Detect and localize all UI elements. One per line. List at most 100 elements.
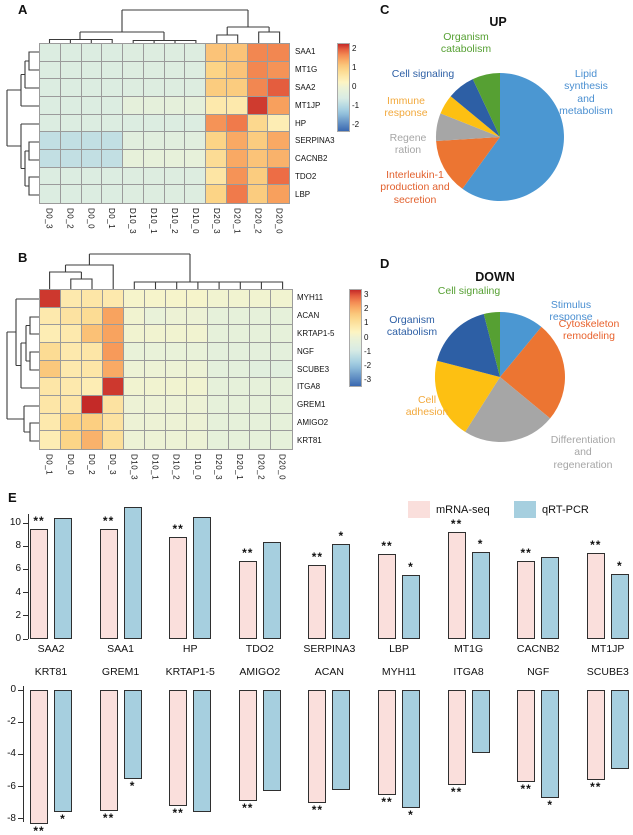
bar-qrt-pcr-cacnb2 (541, 556, 560, 639)
significance-marker: ** (450, 784, 463, 799)
pie-slice-label: Lipid synthesis and metabolism (559, 68, 613, 118)
significance-marker: ** (590, 538, 602, 553)
heatmap-cell (267, 184, 290, 204)
heatmap-cell (184, 43, 207, 63)
heatmap-cell (205, 184, 228, 204)
heatmap-cell (267, 113, 290, 134)
heatmap-row-label: MYH11 (297, 292, 324, 302)
bar-mrna-seq-saa2 (30, 528, 48, 639)
y-axis-tick (18, 818, 23, 820)
heatmap-cell (205, 131, 228, 151)
significance-marker: ** (450, 517, 463, 532)
heatmap-cell (249, 359, 272, 380)
bar-group-label: NGF (527, 666, 550, 678)
pie-slice-label: Regene ration (389, 132, 427, 157)
bar-group-label: HP (182, 643, 198, 655)
heatmap-cell (39, 359, 62, 380)
pie-slice-label: Cell adhesion (405, 394, 449, 419)
heatmap-cell (102, 377, 125, 397)
heatmap-cell (163, 60, 187, 81)
bar-mrna-seq-ngf (517, 690, 536, 782)
heatmap-cell (165, 359, 188, 380)
y-axis-tick (23, 615, 28, 617)
heatmap-row-label: GREM1 (297, 400, 326, 410)
y-axis-tick-label: 6 (15, 563, 21, 575)
colorbar-tick-label: 3 (364, 290, 369, 300)
bar-mrna-seq-amigo2 (238, 690, 257, 802)
significance-marker: ** (102, 513, 115, 528)
y-axis-tick-label: -6 (7, 780, 16, 792)
y-axis-tick (18, 753, 23, 755)
heatmap-col-label: D10_2 (171, 454, 181, 481)
heatmap-cell (102, 306, 125, 327)
heatmap-cell (207, 289, 230, 309)
heatmap-cell (225, 131, 249, 151)
dendrogram-b-rows (6, 298, 39, 442)
heatmap-cell (270, 306, 293, 327)
heatmap-cell (228, 324, 251, 344)
bar-mrna-seq-itga8 (447, 690, 466, 785)
heatmap-cell (80, 131, 104, 151)
heatmap-cell (144, 306, 167, 327)
heatmap-cell (246, 131, 270, 151)
heatmap-cell (165, 342, 188, 362)
heatmap-cell (39, 166, 62, 187)
heatmap-cell (144, 430, 167, 450)
colorbar-tick-label: -2 (352, 119, 360, 129)
heatmap-cell (207, 412, 230, 433)
dendrogram-b-columns (49, 253, 284, 289)
colorbar-tick-label: -1 (364, 346, 372, 356)
heatmap-cell (270, 430, 293, 450)
significance-marker: ** (381, 794, 393, 809)
bar-group-label: ACAN (314, 666, 344, 678)
panel-c-label: C (380, 2, 390, 17)
bar-qrt-pcr-krtap1-5 (193, 690, 212, 813)
heatmap-cell (39, 184, 62, 204)
heatmap-cell (270, 289, 293, 309)
heatmap-cell (39, 113, 62, 134)
bar-qrt-pcr-hp (193, 517, 212, 639)
heatmap-row-label: SCUBE3 (297, 364, 330, 374)
bar-mrna-seq-hp (169, 536, 188, 639)
heatmap-col-label: D20_3 (213, 454, 223, 481)
heatmap-cell (246, 96, 270, 116)
pie-slice-label: Interleukin-1 production and secretion (380, 169, 450, 206)
heatmap-cell (267, 131, 290, 151)
heatmap-cell (102, 289, 125, 309)
heatmap-col-label: D0_0 (86, 208, 96, 230)
heatmap-cell (122, 166, 145, 187)
heatmap-cell (207, 377, 230, 397)
bar-group-label: MT1JP (591, 643, 625, 655)
heatmap-cell (186, 430, 209, 450)
y-axis-tick (18, 689, 23, 691)
y-axis-tick-label: 0 (10, 684, 16, 695)
significance-marker: ** (242, 801, 254, 816)
heatmap-col-label: D10_1 (150, 454, 160, 481)
heatmap-col-label: D20_2 (253, 208, 263, 235)
heatmap-cell (39, 342, 62, 362)
heatmap-cell (144, 359, 167, 380)
heatmap-cell (228, 412, 251, 433)
heatmap-cell (184, 60, 207, 81)
colorbar-tick-label: -1 (352, 100, 360, 110)
pie-slice-label: Organism catabolism (440, 31, 492, 56)
heatmap-cell (270, 377, 293, 397)
heatmap-cell (144, 289, 167, 309)
heatmap-cell (80, 184, 104, 204)
heatmap-row-label: HP (295, 118, 307, 128)
bar-qrt-pcr-grem1 (123, 690, 142, 779)
heatmap-cell (267, 43, 290, 63)
pie-slice-label: Cell signaling (437, 285, 501, 297)
heatmap-cell (142, 184, 166, 204)
heatmap-cell (228, 306, 251, 327)
heatmap-cell (186, 377, 209, 397)
heatmap-cell (122, 60, 145, 81)
heatmap-cell (207, 430, 230, 450)
bar-qrt-pcr-myh11 (402, 690, 420, 808)
heatmap-cell (39, 60, 62, 81)
y-axis-tick (18, 721, 23, 723)
heatmap-cell (225, 78, 249, 98)
pie-slice-label: Cell signaling (391, 68, 455, 80)
heatmap-cell (184, 166, 207, 187)
heatmap-cell (207, 395, 230, 415)
